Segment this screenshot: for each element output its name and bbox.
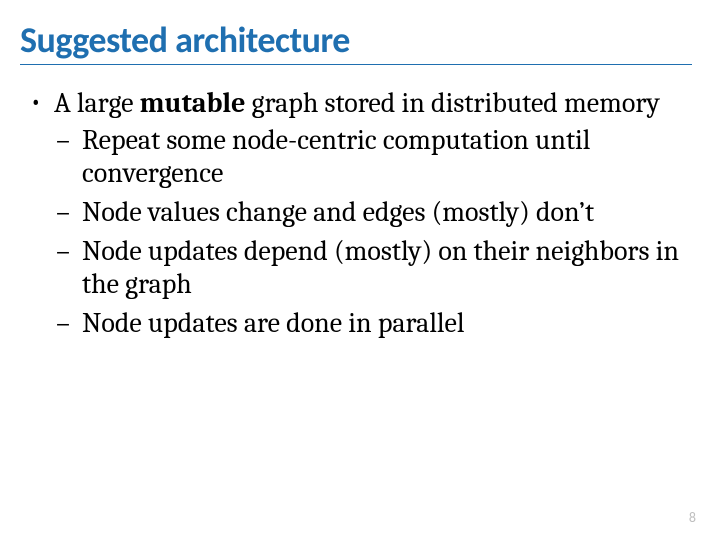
sub-bullet-4: Node updates are done in parallel <box>82 307 692 340</box>
bullet1-text-bold: mutable <box>140 87 246 119</box>
slide-title: Suggested architecture <box>20 18 692 65</box>
sub-bullet-1: Repeat some node-centric computation unt… <box>82 124 692 190</box>
bullet1-text-post: graph stored in distributed memory <box>245 87 659 119</box>
bullet-item-1: A large mutable graph stored in distribu… <box>54 87 692 340</box>
page-number: 8 <box>689 509 696 526</box>
slide-body: A large mutable graph stored in distribu… <box>20 87 692 340</box>
slide: Suggested architecture A large mutable g… <box>0 0 720 540</box>
bullet1-text-pre: A large <box>54 87 140 119</box>
bullet-list-level1: A large mutable graph stored in distribu… <box>20 87 692 340</box>
sub-bullet-2: Node values change and edges (mostly) do… <box>82 196 692 229</box>
sub-bullet-3: Node updates depend (mostly) on their ne… <box>82 235 692 301</box>
bullet-list-level2: Repeat some node-centric computation unt… <box>54 124 692 340</box>
